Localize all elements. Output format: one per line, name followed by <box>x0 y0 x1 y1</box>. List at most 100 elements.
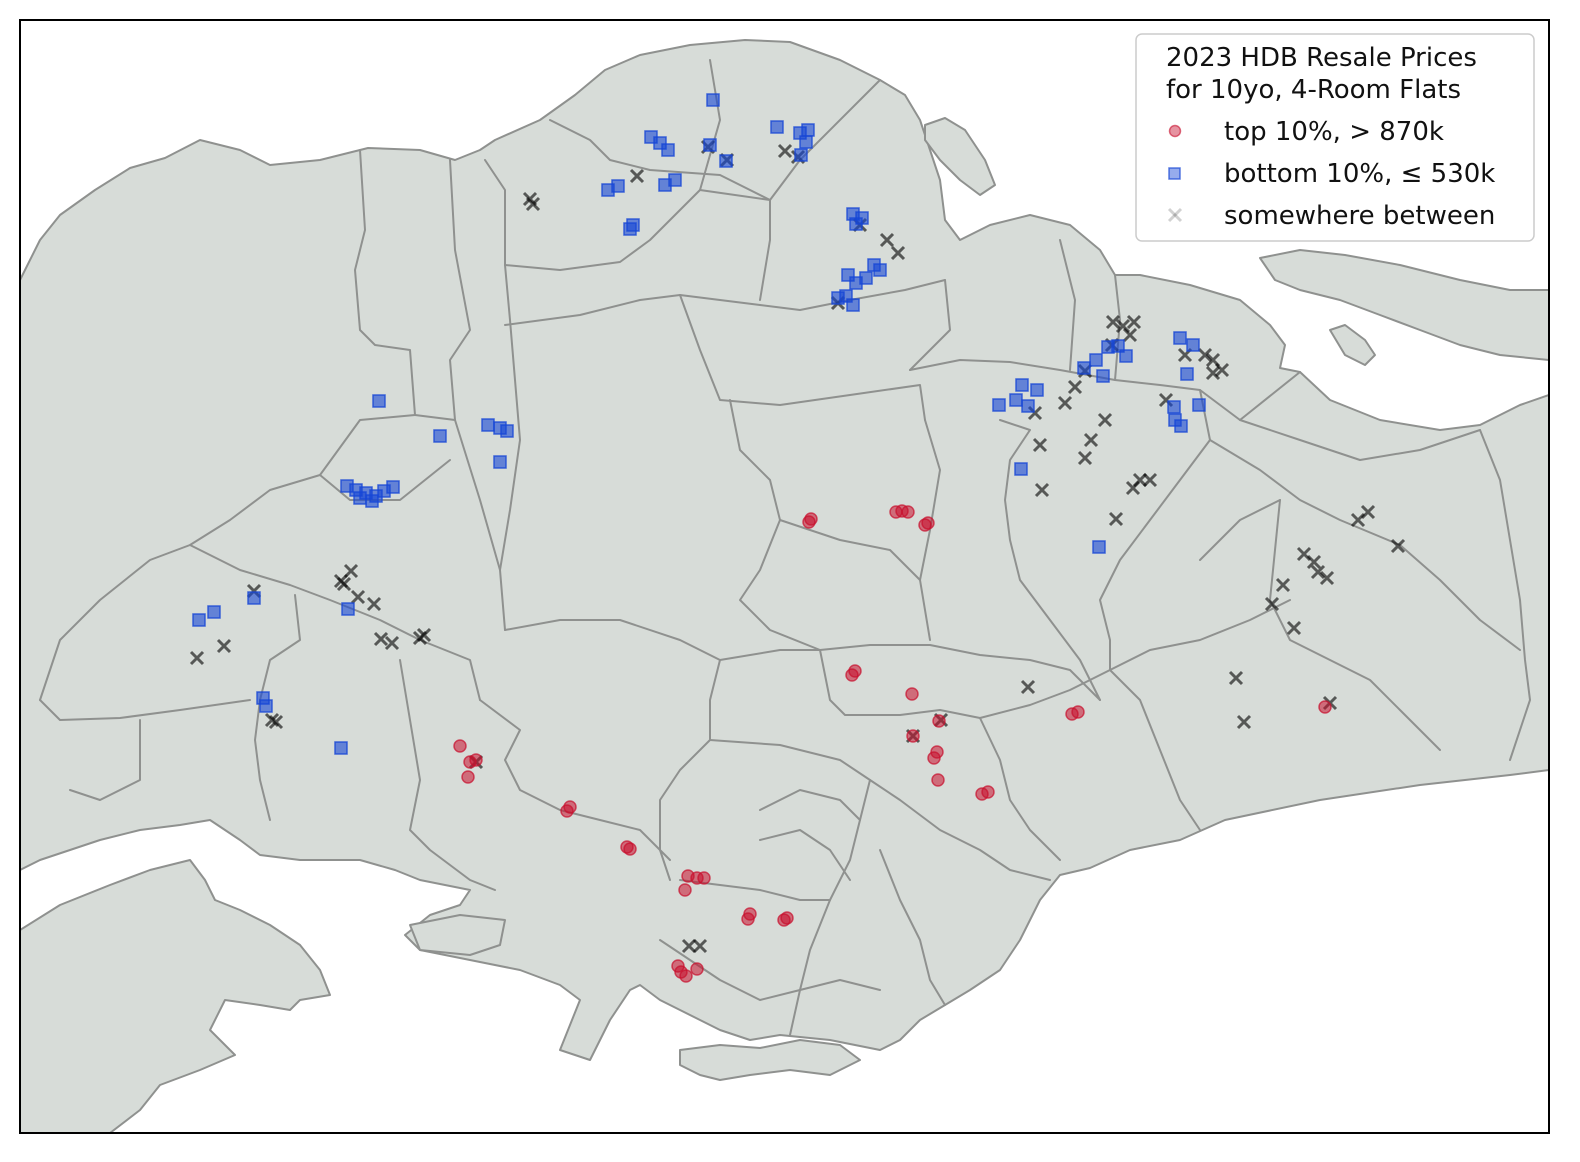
point-bottom10 <box>703 138 717 152</box>
legend-box <box>1135 33 1535 242</box>
point-bottom10 <box>661 143 675 157</box>
point-top10 <box>848 664 862 678</box>
point-top10 <box>697 871 711 885</box>
point-bottom10 <box>770 120 784 134</box>
point-bottom10 <box>1096 369 1110 383</box>
point-top10 <box>679 969 693 983</box>
tuas-pier <box>409 914 506 956</box>
point-between <box>1286 620 1302 636</box>
point-bottom10 <box>259 699 273 713</box>
point-bottom10 <box>1119 349 1133 363</box>
point-between <box>525 196 541 212</box>
point-between <box>1077 450 1093 466</box>
point-between <box>1236 714 1252 730</box>
legend-marker-top <box>1168 124 1182 138</box>
point-bottom10 <box>1186 338 1200 352</box>
point-between <box>1125 480 1141 496</box>
point-bottom10 <box>706 93 720 107</box>
point-top10 <box>743 907 757 921</box>
point-bottom10 <box>372 394 386 408</box>
point-between <box>629 168 645 184</box>
point-between <box>777 143 793 159</box>
point-bottom10 <box>794 148 808 162</box>
point-between <box>1264 596 1280 612</box>
island-jurong <box>20 859 331 1133</box>
point-bottom10 <box>386 480 400 494</box>
point-bottom10 <box>1015 378 1029 392</box>
point-bottom10 <box>1089 353 1103 367</box>
island-small-east <box>1329 324 1376 366</box>
point-top10 <box>981 785 995 799</box>
point-between <box>1083 432 1099 448</box>
point-bottom10 <box>500 424 514 438</box>
point-top10 <box>690 962 704 976</box>
point-between <box>1105 314 1121 330</box>
point-bottom10 <box>719 154 733 168</box>
legend-label-bottom: bottom 10%, ≤ 530k <box>1224 159 1495 189</box>
point-between <box>373 631 389 647</box>
point-between <box>1205 365 1221 381</box>
point-top10 <box>901 505 915 519</box>
point-top10 <box>1318 700 1332 714</box>
point-between <box>1197 347 1213 363</box>
legend-label-between: somewhere between <box>1224 201 1495 231</box>
point-between <box>1126 314 1142 330</box>
point-between <box>1228 670 1244 686</box>
point-bottom10 <box>341 602 355 616</box>
axes-frame <box>19 19 1550 1134</box>
point-bottom10 <box>1030 383 1044 397</box>
point-bottom10 <box>992 398 1006 412</box>
point-bottom10 <box>207 605 221 619</box>
point-bottom10 <box>1009 393 1023 407</box>
island-ubin <box>1259 249 1549 361</box>
point-bottom10 <box>849 217 863 231</box>
point-between <box>1020 679 1036 695</box>
point-between <box>384 635 400 651</box>
point-between <box>1360 504 1376 520</box>
point-between <box>1034 482 1050 498</box>
point-between <box>1057 395 1073 411</box>
point-between <box>189 650 205 666</box>
point-between <box>1319 570 1335 586</box>
point-bottom10 <box>192 613 206 627</box>
point-top10 <box>469 753 483 767</box>
point-bottom10 <box>1092 540 1106 554</box>
point-between <box>1142 472 1158 488</box>
point-between <box>216 638 232 654</box>
point-bottom10 <box>846 298 860 312</box>
point-between <box>1067 379 1083 395</box>
point-top10 <box>906 729 920 743</box>
mainland <box>20 39 1549 1061</box>
point-between <box>1122 327 1138 343</box>
point-top10 <box>1071 705 1085 719</box>
point-bottom10 <box>1167 400 1181 414</box>
point-top10 <box>905 687 919 701</box>
point-bottom10 <box>334 741 348 755</box>
point-top10 <box>931 773 945 787</box>
point-top10 <box>932 714 946 728</box>
point-bottom10 <box>1021 399 1035 413</box>
point-between <box>1310 564 1326 580</box>
point-bottom10 <box>247 591 261 605</box>
point-between <box>268 714 284 730</box>
point-bottom10 <box>799 135 813 149</box>
point-bottom10 <box>668 173 682 187</box>
point-bottom10 <box>1077 361 1091 375</box>
point-top10 <box>921 516 935 530</box>
point-bottom10 <box>623 222 637 236</box>
point-bottom10 <box>873 263 887 277</box>
legend-title-line2: for 10yo, 4-Room Flats <box>1166 75 1461 105</box>
point-between <box>336 576 352 592</box>
point-bottom10 <box>353 491 367 505</box>
point-bottom10 <box>801 123 815 137</box>
point-between <box>1306 554 1322 570</box>
point-bottom10 <box>1111 339 1125 353</box>
point-bottom10 <box>1192 398 1206 412</box>
point-top10 <box>623 842 637 856</box>
point-between <box>890 245 906 261</box>
island-coney <box>924 117 996 196</box>
legend: 2023 HDB Resale Prices for 10yo, 4-Room … <box>1135 33 1535 242</box>
point-bottom10 <box>493 455 507 469</box>
point-between <box>1108 511 1124 527</box>
